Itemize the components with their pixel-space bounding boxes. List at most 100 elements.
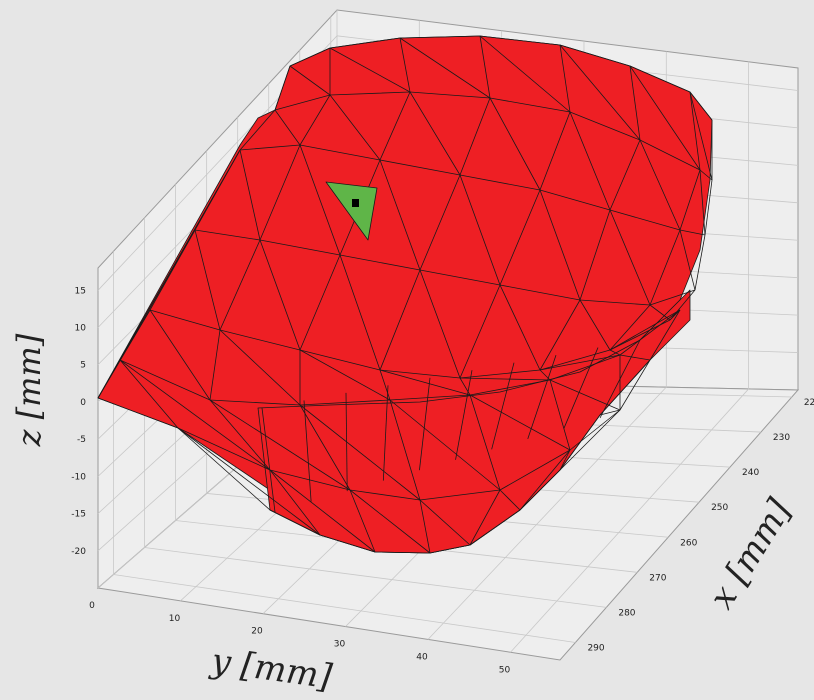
mesh-edge (459, 377, 551, 381)
mesh-edge (639, 139, 681, 231)
mesh-edge (303, 400, 312, 502)
mesh-edge (539, 354, 621, 371)
mesh-edge (194, 229, 696, 306)
mesh-edge (559, 44, 571, 113)
mesh-edge (119, 359, 179, 429)
mesh-edge (539, 299, 581, 371)
mesh-edge (609, 349, 621, 356)
x-tick-label: 260 (680, 538, 697, 548)
mesh-edge (549, 379, 571, 451)
z-tick-labels: 15 10 5 0 -5 -10 -15 -20 (71, 286, 86, 556)
y-axis-label: y [mm] (207, 641, 335, 698)
mesh-edge (379, 269, 421, 371)
mesh-edge (559, 409, 621, 471)
mesh-edge (97, 397, 179, 429)
mesh-edge (299, 404, 421, 501)
mesh-edge (269, 469, 321, 536)
mesh-edge (649, 309, 681, 361)
x-tick-label: 270 (649, 573, 666, 583)
z-tick-label: 15 (75, 286, 86, 296)
mesh-edge (209, 329, 221, 401)
mesh-edge (259, 144, 301, 241)
mesh-edge (379, 369, 391, 401)
mesh-edge (194, 229, 221, 331)
mesh-edge (469, 394, 571, 451)
y-grid-line (427, 386, 667, 640)
y-grid-line (510, 388, 749, 653)
mesh-edge (609, 209, 651, 306)
y-tick-label: 40 (416, 652, 428, 662)
mesh-edge (409, 91, 461, 176)
z-tick-label: 0 (80, 398, 86, 408)
mesh-edge (549, 379, 621, 411)
mesh-edge (469, 489, 501, 546)
mesh-edge (489, 97, 541, 191)
x-tick-label: 290 (587, 643, 604, 653)
y-tick-label: 10 (169, 614, 181, 624)
mesh-edge (519, 449, 571, 511)
mesh-edge (479, 35, 571, 113)
mesh-edge (455, 370, 473, 460)
mesh-edge (609, 304, 651, 351)
mesh-edge (694, 234, 706, 291)
mesh-edge (527, 354, 557, 440)
mesh-edge (419, 499, 471, 546)
x-tick-label: 250 (711, 503, 728, 513)
mesh-edge (419, 174, 461, 271)
mesh-edge (479, 35, 491, 99)
mesh-edge (599, 359, 651, 416)
y-tick-label: 50 (499, 665, 511, 675)
y-tick-label: 0 (89, 601, 95, 611)
mesh-edge (559, 449, 571, 471)
highlight-marker (352, 199, 359, 207)
mesh-edge (629, 65, 701, 171)
mesh-edge (329, 47, 411, 93)
mesh-edge (119, 309, 681, 406)
z-tick-label: -20 (71, 547, 86, 557)
mesh-edge (209, 399, 351, 491)
mesh-edge (679, 229, 696, 291)
mesh-edge (669, 289, 696, 321)
z-tick-label: -10 (71, 472, 86, 482)
mesh-edge (379, 369, 471, 396)
mesh-edge (329, 94, 381, 161)
mesh-edge (579, 209, 611, 301)
mesh-edge (539, 189, 581, 301)
y-tick-label: 20 (251, 627, 263, 637)
mesh-edge (379, 91, 411, 161)
highlighted-facet (325, 181, 378, 241)
mesh-edge (609, 139, 641, 211)
mesh-edge (219, 329, 301, 406)
x-tick-labels: 220 230 240 250 260 270 280 290 (587, 398, 814, 653)
x-grid-line (113, 574, 576, 643)
mesh-edge (459, 97, 491, 176)
mesh-edge (563, 347, 599, 429)
mesh-edge (569, 111, 611, 211)
mesh-edge (699, 169, 706, 236)
mesh-edge (679, 169, 701, 231)
mesh-edge (259, 239, 301, 351)
mesh-edge (269, 414, 601, 554)
x-tick-label: 230 (773, 433, 790, 443)
mesh-edge (559, 44, 641, 141)
mesh-edge (629, 65, 641, 141)
mesh-edge (274, 109, 301, 146)
mesh-edge (689, 91, 701, 171)
mesh-edge (389, 399, 421, 501)
mesh-edge (419, 377, 431, 471)
surface (97, 35, 713, 554)
mesh-edge (349, 489, 376, 553)
x-grid-line (144, 547, 607, 608)
mesh-edge (289, 65, 331, 96)
y-tick-labels: 0 10 20 30 40 50 (89, 601, 510, 675)
mesh-edge (299, 144, 341, 256)
mesh-edge (339, 254, 381, 371)
mesh-edge (239, 144, 706, 236)
mesh-edge (177, 427, 271, 511)
mesh-edge (97, 309, 151, 399)
mesh-edge (274, 91, 713, 181)
mesh-edge (299, 349, 391, 401)
mesh-edge (345, 392, 348, 492)
mesh-edge (689, 91, 713, 181)
